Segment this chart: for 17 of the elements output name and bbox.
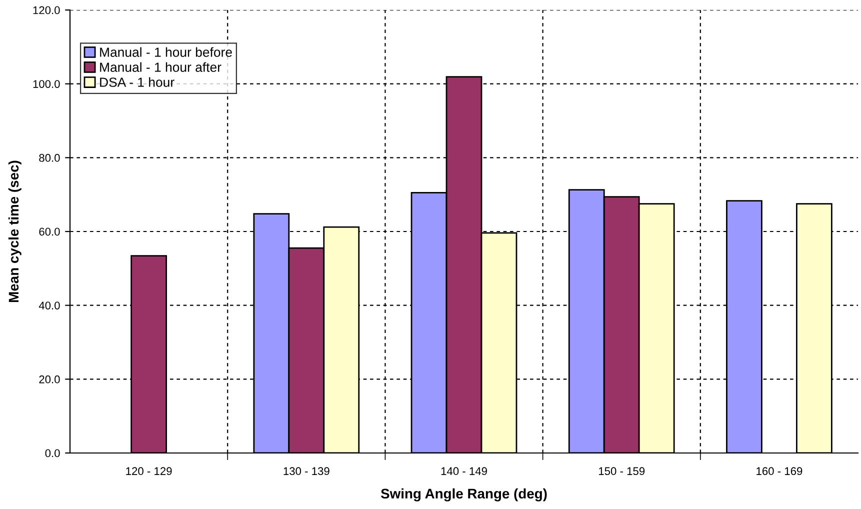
x-tick-label: 150 - 159	[598, 467, 645, 476]
legend-label: Manual - 1 hour before	[100, 47, 232, 57]
y-axis-title: Mean cycle time (sec)	[8, 160, 22, 302]
y-tick-label: 60.0	[39, 228, 60, 236]
x-tick-label: 130 - 139	[284, 467, 330, 476]
x-tick-label: 140 - 149	[441, 467, 487, 476]
x-tick-label: 120 - 129	[126, 467, 172, 476]
y-tick-label: 120.0	[33, 6, 60, 14]
y-tick-label: 100.0	[33, 80, 60, 88]
legend-label: DSA - 1 hour	[100, 77, 174, 87]
y-tick-label: 80.0	[39, 154, 60, 162]
legend-label: Manual - 1 hour after	[100, 62, 222, 72]
x-axis-title: Swing Angle Range (deg)	[380, 488, 547, 502]
y-tick-label: 40.0	[38, 302, 60, 310]
y-tick-label: 20.0	[39, 375, 60, 384]
x-tick-label: 160 - 169	[756, 467, 802, 476]
y-tick-label: 0.0	[45, 449, 60, 458]
